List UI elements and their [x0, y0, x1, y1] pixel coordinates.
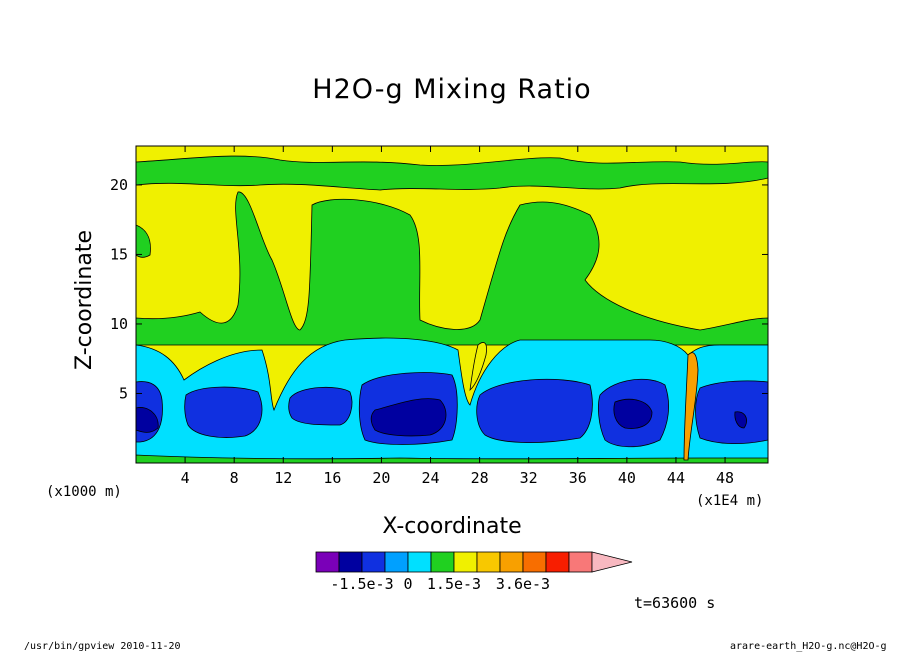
colorbar-label: 3.6e-3	[496, 575, 550, 593]
yellow-sliver	[469, 342, 487, 391]
colorbar-label: -1.5e-3	[330, 575, 393, 593]
y-axis-ticks: 5 10 15 20	[110, 176, 768, 402]
y-tick-label: 15	[110, 245, 128, 263]
colorbar-swatch	[453, 551, 478, 573]
blue-cell-7	[695, 380, 768, 445]
colorbar-swatch	[476, 551, 501, 573]
plot-frame	[135, 145, 769, 464]
blue-cell-3	[288, 386, 353, 426]
colorbar-swatch	[361, 551, 386, 573]
colorbar-arrow	[591, 551, 633, 573]
x-unit-label: (x1000 m)	[46, 484, 122, 500]
green-mid-band	[136, 191, 768, 346]
x-tick-label: 24	[421, 469, 439, 487]
blue-cell-5	[476, 378, 593, 443]
x-scale-note: (x1E4 m)	[696, 493, 764, 509]
colorbar-swatch	[545, 551, 570, 573]
x-tick-label: 8	[230, 469, 239, 487]
x-tick-label: 36	[569, 469, 587, 487]
dark-cell-3	[613, 398, 653, 429]
chart-title: H2O-g Mixing Ratio	[312, 74, 592, 105]
x-tick-label: 12	[274, 469, 292, 487]
x-tick-label: 28	[471, 469, 489, 487]
contour-fill	[136, 146, 768, 463]
orange-plume	[683, 352, 699, 461]
footer-left: /usr/bin/gpview 2010-11-20	[24, 641, 181, 652]
y-axis-label: Z-coordinate	[72, 230, 97, 370]
x-axis-ticks: 4 8 12 16 20 24 28 32 36 40 44 48	[181, 146, 734, 487]
footer-right: arare-earth_H2O-g.nc@H2O-g	[730, 641, 887, 652]
x-tick-label: 16	[323, 469, 341, 487]
x-tick-label: 4	[181, 469, 190, 487]
x-tick-label: 20	[372, 469, 390, 487]
colorbar-swatch	[407, 551, 432, 573]
dark-cell-2	[370, 398, 447, 437]
colorbar-label: 1.5e-3	[427, 575, 481, 593]
colorbar-swatch	[568, 551, 593, 573]
time-label: t=63600 s	[634, 594, 716, 612]
x-tick-label: 40	[618, 469, 636, 487]
dark-cell-1	[136, 407, 159, 433]
colorbar-swatch	[499, 551, 524, 573]
colorbar-swatch	[430, 551, 455, 573]
green-upper-band	[136, 155, 768, 191]
blue-cell-2	[184, 386, 263, 438]
green-bottom	[136, 454, 768, 463]
green-left-top	[136, 224, 151, 258]
x-tick-label: 32	[520, 469, 538, 487]
colorbar-swatch	[384, 551, 409, 573]
dark-cell-4	[734, 411, 747, 429]
y-tick-label: 5	[119, 384, 128, 402]
colorbar-label: 0	[403, 575, 412, 593]
y-tick-label: 20	[110, 176, 128, 194]
colorbar-swatch	[338, 551, 363, 573]
colorbar-swatch	[522, 551, 547, 573]
x-axis-label: X-coordinate	[382, 514, 522, 539]
colorbar: -1.5e-3 0 1.5e-3 3.6e-3	[315, 551, 633, 593]
x-tick-label: 44	[667, 469, 685, 487]
colorbar-swatch	[315, 551, 340, 573]
y-tick-label: 10	[110, 315, 128, 333]
x-tick-label: 48	[716, 469, 734, 487]
